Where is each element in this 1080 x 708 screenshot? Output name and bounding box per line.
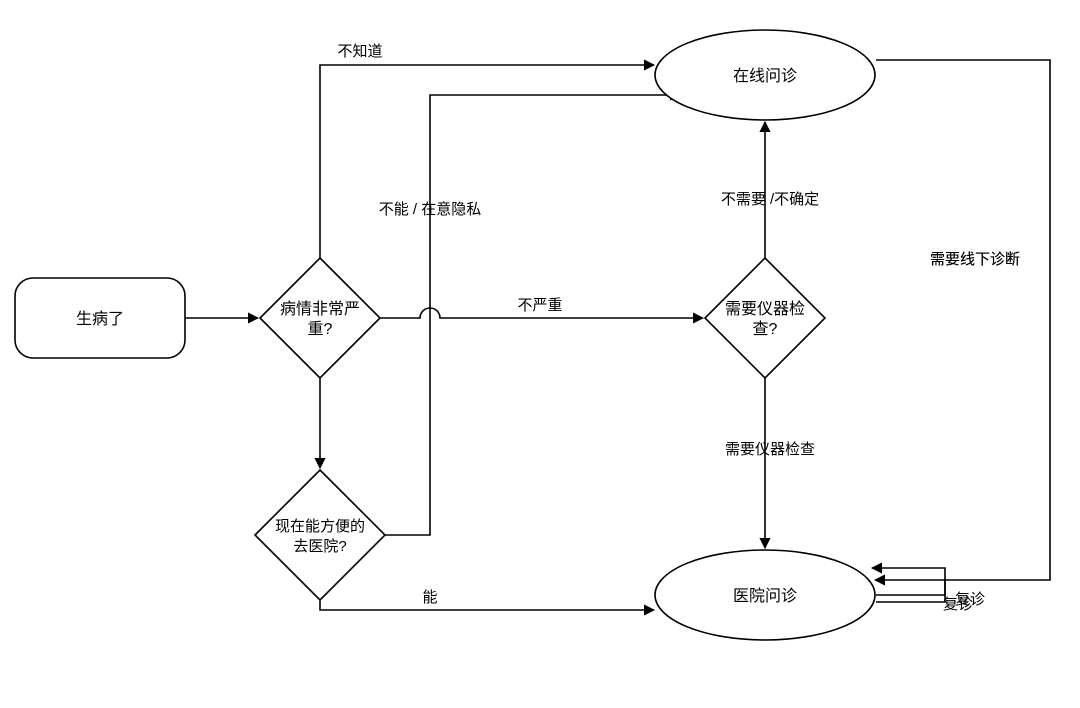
node-convenient: 现在能方便的 去医院? xyxy=(255,470,385,600)
node-hospital-label: 医院问诊 xyxy=(733,587,797,605)
node-online-label: 在线问诊 xyxy=(733,67,797,85)
node-start-label: 生病了 xyxy=(76,310,124,328)
edge-severe-to-need: 不严重 xyxy=(380,297,703,318)
node-convenient-label2: 去医院? xyxy=(293,537,346,555)
node-online: 在线问诊 xyxy=(655,30,875,120)
edge-convenient-yes-to-hospital: 能 xyxy=(320,589,654,610)
edge-severe-to-online: 不知道 xyxy=(320,43,654,258)
flowchart-diagram: 不知道 不严重 不能 / 在意隐私 能 不需要 /不确定 需要仪器检查 复诊 xyxy=(0,0,1080,708)
node-need-label1: 需要仪器检 xyxy=(725,300,805,318)
edge-online-needs-offline: 需要线下诊断 xyxy=(870,40,1060,580)
node-severe: 病情非常严 重? xyxy=(260,258,380,378)
edge-label-unknown: 不知道 xyxy=(337,43,382,60)
node-start: 生病了 xyxy=(15,278,185,358)
edge-label-followup2: 复诊 xyxy=(943,595,973,613)
edge-label-cannot-privacy: 不能 / 在意隐私 xyxy=(379,200,482,218)
node-need-label2: 查? xyxy=(753,320,778,338)
edge-label-not-severe: 不严重 xyxy=(517,297,562,314)
node-convenient-label1: 现在能方便的 xyxy=(275,518,365,535)
edge-label-can: 能 xyxy=(422,589,437,606)
edge-need-no-to-online: 不需要 /不确定 xyxy=(721,122,819,258)
node-severe-label1: 病情非常严 xyxy=(280,300,360,318)
edge-need-yes-to-hospital: 需要仪器检查 xyxy=(725,378,815,548)
node-need-equipment: 需要仪器检 查? xyxy=(705,258,825,378)
edge-label-not-needed: 不需要 /不确定 xyxy=(721,191,819,208)
edge-label-need-equipment: 需要仪器检查 xyxy=(725,441,815,458)
node-severe-label2: 重? xyxy=(308,320,333,338)
edge-label-needs-offline-bind: 需要线下诊断 xyxy=(930,251,1020,268)
edge-convenient-no-to-online: 不能 / 在意隐私 xyxy=(379,95,680,535)
node-hospital: 医院问诊 xyxy=(655,550,875,640)
